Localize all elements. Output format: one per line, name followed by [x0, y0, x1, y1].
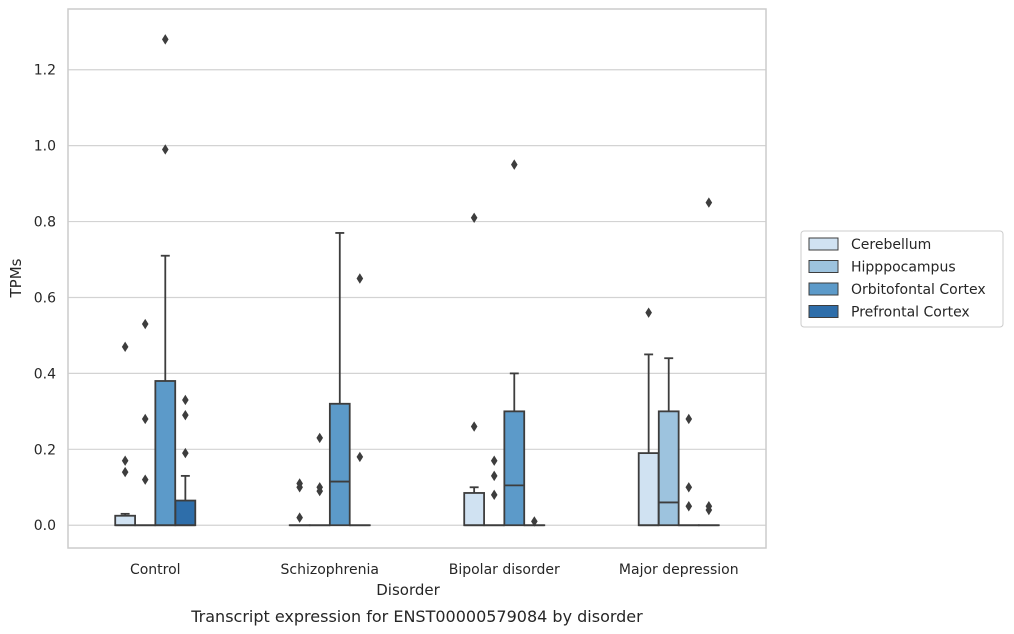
- outlier-point: [182, 447, 189, 459]
- outlier-point: [705, 501, 713, 512]
- legend-label: Hipppocampus: [851, 260, 956, 276]
- legend-item: Prefrontal Cortex: [808, 305, 970, 321]
- outlier-point: [316, 482, 324, 493]
- box-body: [114, 514, 136, 527]
- x-tick-label: Bipolar disorder: [449, 562, 560, 578]
- legend-item: Orbitofontal Cortex: [808, 282, 986, 298]
- box-plot: [463, 212, 485, 527]
- x-axis-label: Disorder: [376, 581, 440, 599]
- outlier-point: [121, 341, 129, 353]
- y-axis-label: TPMs: [7, 258, 25, 298]
- y-tick-label: 0.6: [34, 290, 56, 306]
- box-body: [503, 410, 526, 527]
- outlier-point: [685, 413, 693, 425]
- legend: Cerebellum Hipppocampus Orbitofontal Corte…: [800, 230, 1004, 328]
- legend-label: Cerebellum: [851, 237, 931, 253]
- box-body: [174, 499, 197, 527]
- y-tick-label: 0.8: [34, 215, 56, 231]
- y-tick-label: 0.0: [34, 518, 56, 534]
- outlier-point: [141, 413, 149, 425]
- legend-swatch: [808, 260, 839, 273]
- y-tick-label: 1.2: [34, 63, 56, 79]
- outlier-point: [296, 478, 303, 489]
- outlier-point: [182, 394, 189, 406]
- outlier-point: [296, 512, 303, 523]
- outlier-point: [316, 432, 324, 444]
- outlier-point: [141, 474, 149, 485]
- legend-label: Orbitofontal Cortex: [851, 282, 986, 298]
- gridlines: [68, 69, 766, 526]
- box-plot: [503, 159, 526, 527]
- outlier-point: [141, 318, 149, 330]
- box-plot: [134, 318, 157, 527]
- y-tick-label: 1.0: [34, 139, 56, 155]
- x-tick-label: Schizophrenia: [281, 562, 379, 578]
- legend-label: Prefrontal Cortex: [851, 305, 970, 321]
- outlier-point: [121, 466, 129, 478]
- box-plot: [657, 357, 680, 527]
- box-plot: [288, 478, 311, 527]
- legend-swatch: [808, 305, 839, 318]
- x-tick-label: Control: [130, 562, 181, 578]
- y-tick-label: 0.4: [34, 366, 56, 382]
- legend-item: Cerebellum: [808, 237, 931, 253]
- box-plot: [677, 413, 700, 527]
- box-plot: [114, 341, 136, 527]
- y-tick-labels: 0.0 0.2 0.4 0.6 0.8 1.0 1.2: [34, 63, 56, 534]
- x-tick-label: Major depression: [619, 562, 739, 578]
- outlier-point: [161, 34, 169, 45]
- chart-title: Transcript expression for ENST0000057908…: [190, 607, 643, 626]
- plot-frame: [67, 8, 767, 549]
- box-body: [463, 492, 485, 527]
- box-plot: [637, 307, 660, 527]
- outlier-point: [470, 421, 478, 432]
- outlier-point: [161, 144, 169, 155]
- box-plot: [698, 197, 720, 527]
- outlier-point: [470, 212, 478, 223]
- outlier-point: [705, 197, 713, 208]
- outlier-point: [510, 159, 518, 170]
- box-plot: [328, 232, 351, 527]
- outlier-point: [121, 455, 129, 466]
- outlier-point: [685, 501, 693, 512]
- outlier-point: [490, 489, 498, 501]
- outlier-point: [490, 470, 498, 482]
- box-body: [328, 402, 351, 527]
- box-plot: [174, 394, 197, 527]
- legend-swatch: [808, 237, 839, 251]
- box-plot: [483, 455, 506, 527]
- legend-item: Hipppocampus: [808, 260, 956, 276]
- outlier-point: [356, 451, 364, 463]
- outlier-point: [356, 273, 364, 284]
- outlier-point: [182, 409, 189, 421]
- box-plot: [523, 516, 546, 527]
- box-plot: [154, 34, 177, 527]
- outlier-point: [490, 455, 498, 466]
- box-body: [637, 452, 660, 527]
- outlier-point: [645, 307, 652, 318]
- box-plots: [114, 34, 720, 527]
- box-plot: [349, 273, 371, 527]
- y-tick-label: 0.2: [34, 442, 56, 458]
- legend-swatch: [808, 282, 839, 296]
- box-body: [657, 410, 680, 527]
- legend-frame: [800, 230, 1004, 328]
- box-plot: [308, 432, 331, 527]
- outlier-point: [531, 516, 538, 527]
- x-tick-labels: Control Schizophrenia Bipolar disorder Majo…: [130, 562, 739, 578]
- box-body: [154, 380, 177, 527]
- outlier-point: [685, 482, 693, 493]
